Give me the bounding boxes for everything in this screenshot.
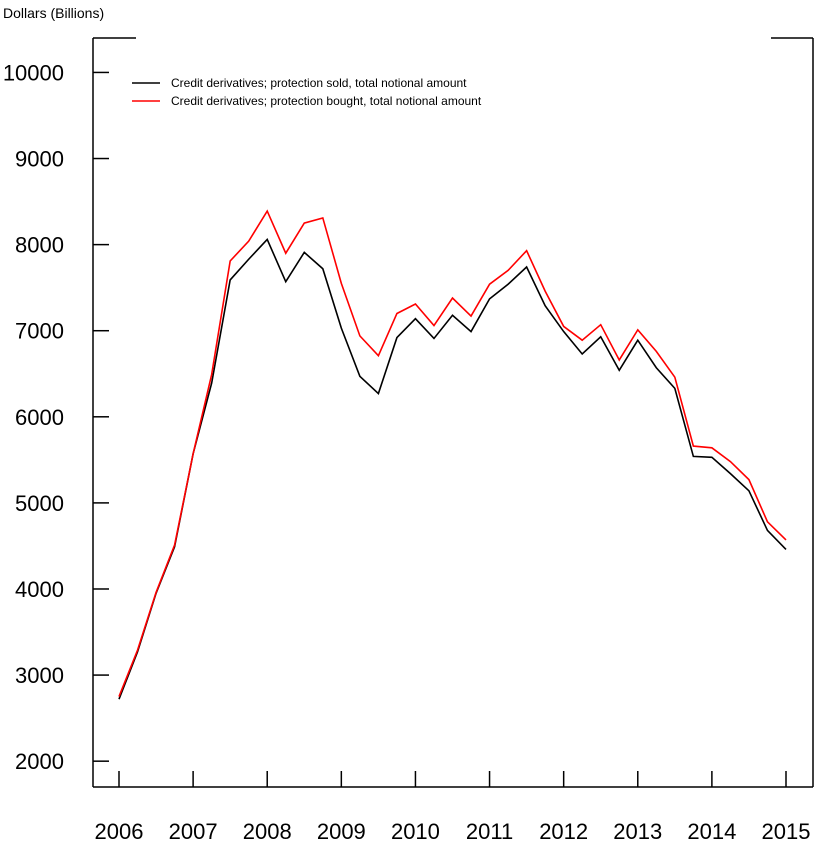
- y-tick-label: 7000: [15, 319, 64, 344]
- y-tick-label: 2000: [15, 749, 64, 774]
- y-tick-label: 4000: [15, 577, 64, 602]
- y-tick-label: 6000: [15, 405, 64, 430]
- x-tick-label: 2014: [687, 819, 736, 844]
- x-tick-label: 2012: [539, 819, 588, 844]
- legend: Credit derivatives; protection sold, tot…: [132, 76, 482, 108]
- x-tick-label: 2007: [169, 819, 218, 844]
- x-tick-label: 2009: [317, 819, 366, 844]
- plot-frame: [92, 37, 814, 788]
- x-tick-label: 2006: [95, 819, 144, 844]
- x-tick-label: 2010: [391, 819, 440, 844]
- x-axis-ticks: 2006 2007 2008 2009 2010 2011 2012 2013 2014 2015: [95, 771, 811, 844]
- series-lines: [118, 209, 787, 700]
- series-line-protection-bought: [118, 209, 787, 697]
- y-tick-label: 10000: [3, 60, 64, 85]
- x-tick-label: 2011: [466, 819, 513, 844]
- y-tick-label: 3000: [15, 663, 64, 688]
- x-tick-label: 2015: [762, 819, 811, 844]
- y-axis-unit-label: Dollars (Billions): [3, 5, 104, 21]
- x-tick-label: 2013: [613, 819, 662, 844]
- y-axis-ticks: 2000 3000 4000 5000 6000 7000 8000 9000 10000: [3, 60, 109, 774]
- y-tick-label: 5000: [15, 491, 64, 516]
- legend-label: Credit derivatives; protection bought, t…: [171, 94, 482, 108]
- series-line-protection-sold: [118, 238, 787, 700]
- legend-label: Credit derivatives; protection sold, tot…: [171, 76, 467, 90]
- x-tick-label: 2008: [243, 819, 292, 844]
- y-tick-label: 8000: [15, 233, 64, 258]
- y-tick-label: 9000: [15, 147, 64, 172]
